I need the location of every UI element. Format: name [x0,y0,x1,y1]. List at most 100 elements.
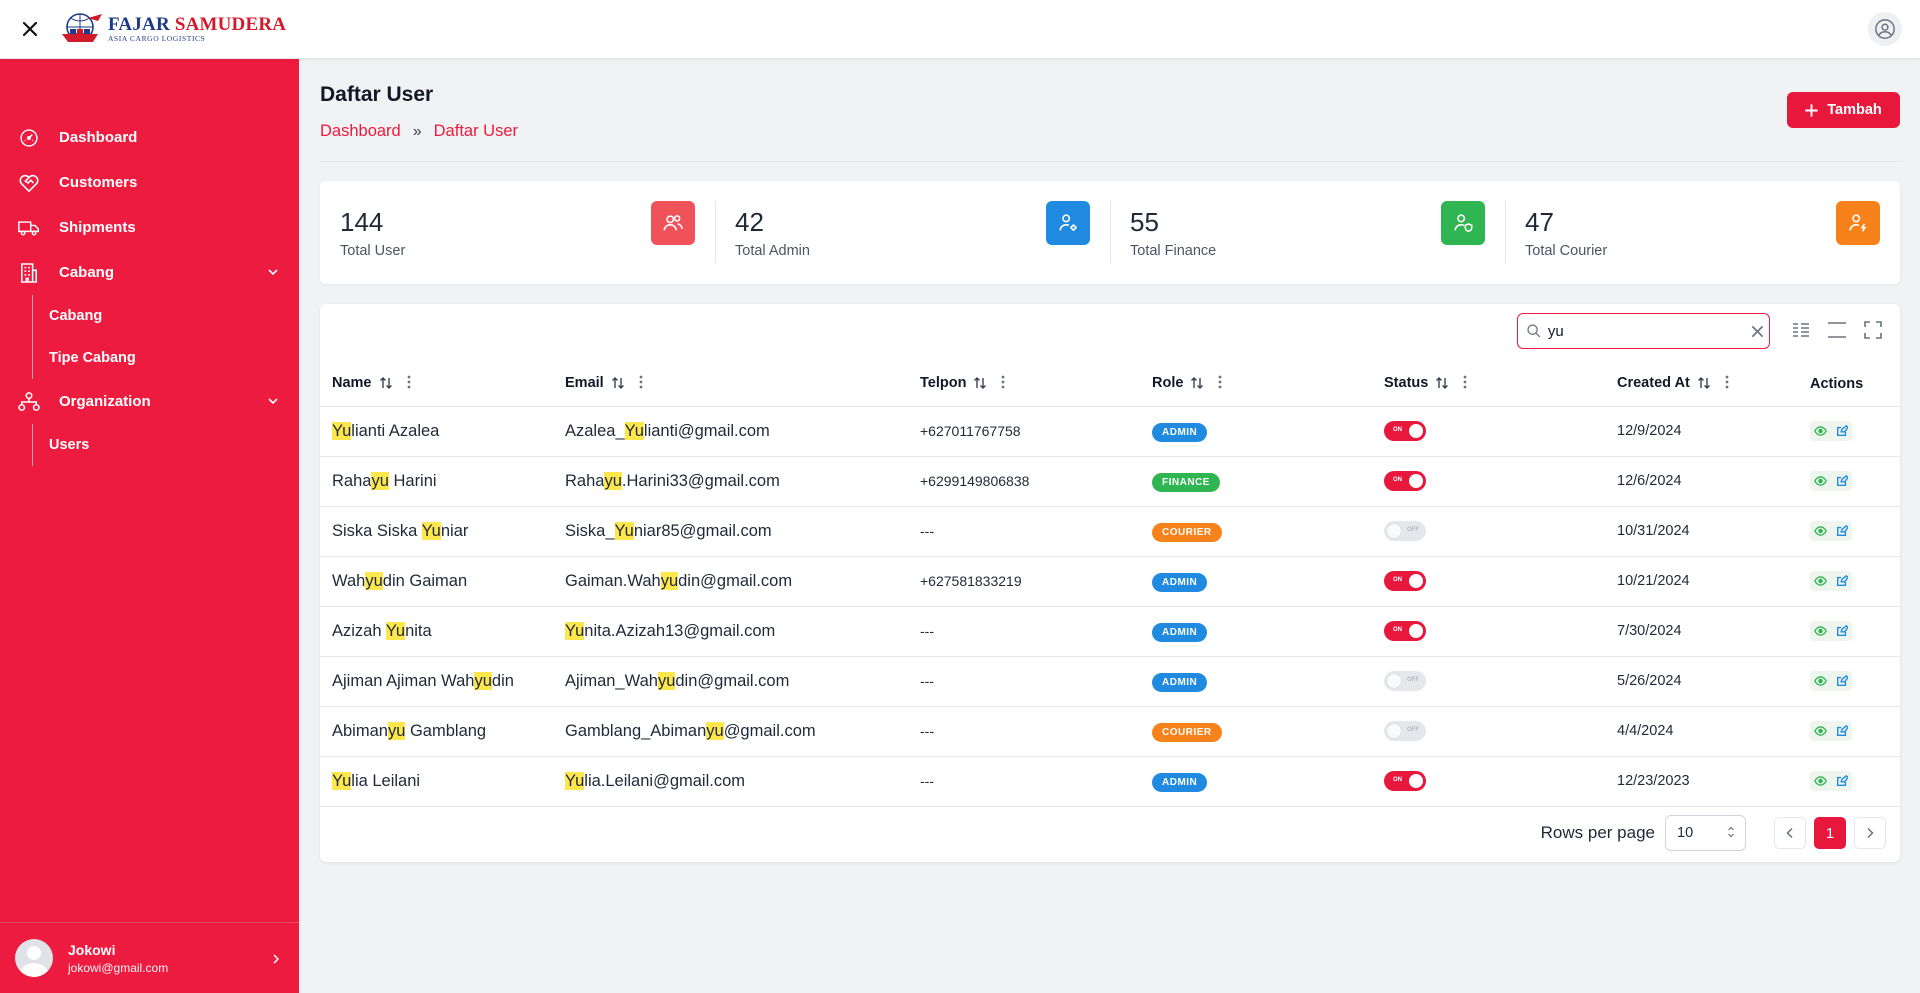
text-segment: nita [405,621,432,640]
columns-button[interactable] [1790,319,1812,341]
search-highlight: Yu [332,771,352,790]
divider [320,161,1900,162]
status-toggle[interactable]: ON [1384,621,1426,641]
add-user-label: Tambah [1827,102,1882,118]
account-button[interactable] [1868,12,1902,46]
sidebar-item-label: Cabang [59,264,115,281]
prev-page-button[interactable] [1774,817,1806,849]
density-button[interactable] [1826,319,1848,341]
view-button[interactable] [1810,571,1831,591]
density-icon [1828,322,1846,338]
sidebar-item-label: Shipments [59,219,136,236]
eye-icon [1814,576,1827,586]
rows-per-page-select[interactable]: 10 [1665,815,1746,851]
status-toggle[interactable]: ON [1384,421,1426,441]
fullscreen-button[interactable] [1862,319,1884,341]
breadcrumb-dashboard[interactable]: Dashboard [320,122,401,140]
text-segment: din Gaiman [382,571,468,590]
cabang-submenu: Cabang Tipe Cabang [32,295,299,379]
edit-icon [1836,525,1848,536]
sidebar-item-organization[interactable]: Organization [0,379,299,424]
sidebar-item-label: Organization [59,393,151,410]
sort-icon[interactable] [1435,376,1449,393]
cell-status: OFF [1372,706,1605,757]
next-page-button[interactable] [1854,817,1886,849]
sidebar-item-customers[interactable]: Customers [0,160,299,205]
view-button[interactable] [1810,721,1831,741]
text-segment: din@gmail.com [675,671,790,690]
page-button-current[interactable]: 1 [1814,817,1846,849]
text-segment: din [491,671,514,690]
column-header-email[interactable]: Email [553,362,908,407]
status-toggle[interactable]: OFF [1384,671,1426,691]
view-button[interactable] [1810,471,1831,491]
close-sidebar-button[interactable] [0,0,60,59]
status-toggle[interactable]: ON [1384,471,1426,491]
edit-button[interactable] [1831,471,1852,491]
row-actions [1810,421,1852,441]
cell-role: ADMIN [1140,656,1372,707]
status-toggle[interactable]: ON [1384,571,1426,591]
user-email: jokowi@gmail.com [68,960,169,975]
stat-label: Total Courier [1525,243,1608,259]
sort-icon[interactable] [973,376,987,393]
users-icon [651,201,695,245]
edit-button[interactable] [1831,621,1852,641]
sort-icon[interactable] [1697,376,1711,393]
brand-logo[interactable]: FAJAR SAMUDERA ASIA CARGO LOGISTICS [60,9,286,49]
column-menu-icon[interactable] [407,375,411,393]
search-highlight: Yu [565,621,585,640]
cell-telpon: --- [908,756,1140,807]
view-button[interactable] [1810,421,1831,441]
clear-search-button[interactable] [1747,325,1769,338]
edit-button[interactable] [1831,721,1852,741]
column-header-created-at[interactable]: Created At [1605,362,1798,407]
search-input[interactable] [1547,322,1747,340]
toggle-knob [1387,724,1401,738]
column-menu-icon[interactable] [639,375,643,393]
view-button[interactable] [1810,621,1831,641]
status-toggle[interactable]: OFF [1384,521,1426,541]
view-button[interactable] [1810,671,1831,691]
edit-button[interactable] [1831,571,1852,591]
column-menu-icon[interactable] [1218,375,1222,393]
cell-telpon: +627011767758 [908,406,1140,457]
add-user-button[interactable]: Tambah [1787,92,1900,128]
sort-icon[interactable] [1190,376,1204,393]
column-menu-icon[interactable] [1463,375,1467,393]
sidebar-item-dashboard[interactable]: Dashboard [0,115,299,160]
column-menu-icon[interactable] [1725,375,1729,393]
table-row: Abimanyu Gamblang Gamblang_Abimanyu@gmail… [320,706,1900,757]
sort-icon[interactable] [379,376,393,393]
sort-icon[interactable] [611,376,625,393]
org-chart-icon [18,391,40,413]
cell-status: OFF [1372,656,1605,707]
stat-total-courier: 47 Total Courier [1505,181,1900,284]
sidebar-item-shipments[interactable]: Shipments [0,205,299,250]
sidebar-subitem-tipe-cabang[interactable]: Tipe Cabang [49,350,136,366]
view-button[interactable] [1810,771,1831,791]
user-profile[interactable]: Jokowi jokowi@gmail.com [0,922,299,993]
column-header-telpon[interactable]: Telpon [908,362,1140,407]
edit-button[interactable] [1831,421,1852,441]
stat-value: 42 [735,207,764,237]
cell-email: Azalea_Yulianti@gmail.com [553,406,908,457]
column-header-name[interactable]: Name [320,362,553,407]
column-label: Email [565,374,604,391]
sidebar-subitem-cabang[interactable]: Cabang [49,308,103,324]
column-header-role[interactable]: Role [1140,362,1372,407]
edit-button[interactable] [1831,771,1852,791]
sidebar-item-cabang[interactable]: Cabang [0,250,299,295]
status-toggle[interactable]: ON [1384,771,1426,791]
view-button[interactable] [1810,521,1831,541]
edit-button[interactable] [1831,671,1852,691]
chevron-right-icon [271,952,281,970]
sidebar-subitem-users[interactable]: Users [49,437,90,453]
edit-icon [1836,575,1848,586]
status-toggle[interactable]: OFF [1384,721,1426,741]
column-menu-icon[interactable] [1001,375,1005,393]
column-header-status[interactable]: Status [1372,362,1605,407]
search-highlight: Yu [624,421,644,440]
edit-button[interactable] [1831,521,1852,541]
breadcrumb-current[interactable]: Daftar User [433,122,518,140]
